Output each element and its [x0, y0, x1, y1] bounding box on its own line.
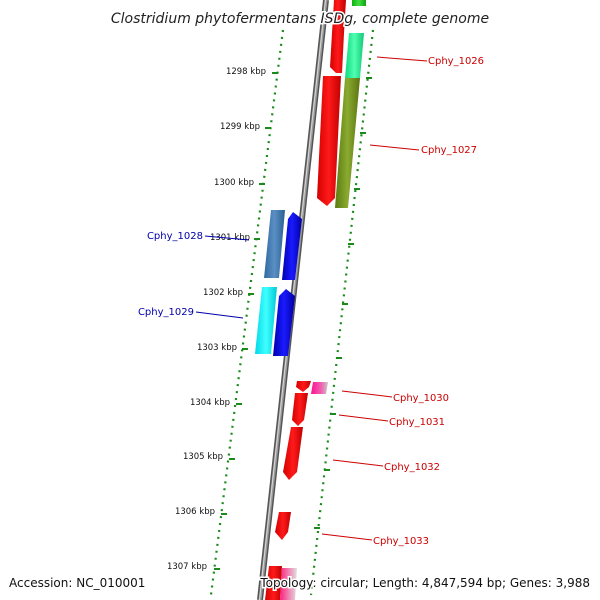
map-title: Clostridium phytofermentans ISDg, comple… — [111, 11, 489, 27]
gene-labels: Cphy_1026 Cphy_1027 Cphy_1030 Cphy_1031 … — [138, 56, 484, 547]
tick-label: 1305 kbp — [183, 452, 223, 462]
block-mint — [345, 33, 364, 78]
block-pink-bottom — [280, 568, 297, 600]
tick-label: 1300 kbp — [214, 178, 254, 188]
tick-label: 1304 kbp — [190, 398, 230, 408]
tick-label: 1302 kbp — [203, 288, 243, 298]
gene-label[interactable]: Cphy_1028 — [147, 231, 203, 242]
gene-label[interactable]: Cphy_1031 — [389, 417, 445, 428]
gene-label[interactable]: Cphy_1027 — [421, 145, 477, 156]
tick-labels: 1298 kbp 1299 kbp 1300 kbp 1301 kbp 1302… — [167, 67, 266, 572]
gene-cphy-1032[interactable] — [283, 427, 303, 480]
genome-summary: Topology: circular; Length: 4,847,594 bp… — [259, 576, 590, 590]
tick-label: 1307 kbp — [167, 562, 207, 572]
gene-cphy-1030[interactable] — [296, 381, 311, 392]
gene-label[interactable]: Cphy_1029 — [138, 307, 194, 318]
gene-cphy-1029[interactable] — [273, 289, 295, 356]
forward-genes — [265, 0, 346, 600]
gene-cphy-1029-track — [255, 287, 277, 354]
tick-label: 1299 kbp — [220, 122, 260, 132]
gene-cphy-1026[interactable] — [330, 0, 346, 73]
gene-partial-bottom — [265, 566, 282, 600]
label-leaders — [195, 56, 428, 541]
gene-cphy-1028-track — [264, 210, 285, 278]
tick-label: 1303 kbp — [197, 343, 237, 353]
reverse-genes — [255, 210, 302, 356]
tick-label: 1306 kbp — [175, 507, 215, 517]
accession-label: Accession: NC_010001 — [9, 576, 145, 590]
ruler-right-dotted — [309, 29, 375, 596]
gene-label[interactable]: Cphy_1032 — [384, 462, 440, 473]
gene-label[interactable]: Cphy_1030 — [393, 393, 449, 404]
gene-cphy-1027[interactable] — [317, 76, 341, 206]
tick-label: 1298 kbp — [226, 67, 266, 77]
gene-cphy-1031[interactable] — [292, 393, 308, 426]
tick-marks — [214, 72, 372, 570]
gene-label[interactable]: Cphy_1026 — [428, 56, 484, 67]
block-pink — [311, 382, 328, 394]
gene-cphy-1033[interactable] — [275, 512, 291, 540]
block-olive — [335, 78, 360, 208]
block-green-top — [352, 0, 366, 6]
track-colored-blocks — [280, 0, 366, 600]
gene-label[interactable]: Cphy_1033 — [373, 536, 429, 547]
gene-cphy-1028[interactable] — [282, 212, 302, 280]
